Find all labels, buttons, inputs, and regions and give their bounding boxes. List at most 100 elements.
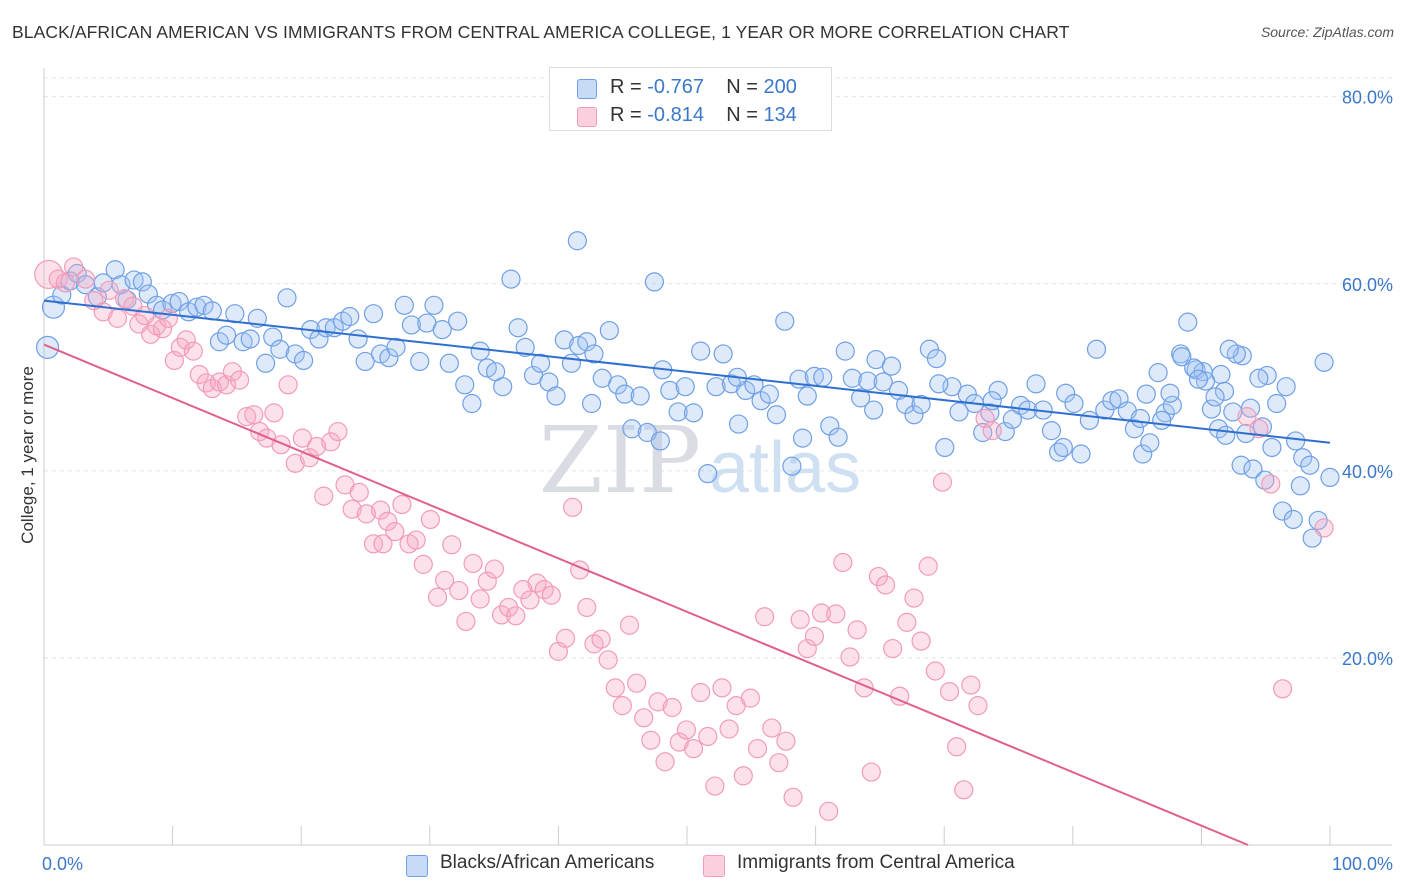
data-point (520, 590, 540, 610)
bottom-legend-blacks: Blacks/African Americans (406, 852, 654, 877)
data-point (833, 552, 853, 573)
data-point (1286, 431, 1306, 451)
data-point (515, 337, 535, 357)
data-point (342, 499, 362, 519)
data-point (439, 353, 459, 373)
data-point (676, 720, 697, 740)
data-point (904, 588, 924, 608)
data-point (493, 377, 513, 397)
legend-row-blacks: R = -0.767 N = 200 (550, 74, 831, 102)
data-point (929, 374, 949, 394)
data-point (1219, 339, 1239, 359)
data-point (1300, 455, 1320, 475)
data-point (1188, 369, 1209, 389)
data-point (392, 494, 412, 515)
x-tick-labels: 0.0% 100.0% (42, 854, 1393, 874)
data-point (759, 384, 779, 404)
data-point (782, 456, 802, 476)
data-point (918, 556, 938, 576)
data-point (561, 353, 582, 373)
data-point (1293, 448, 1313, 468)
axes (43, 68, 1392, 846)
source-credit: Source: ZipAtlas.com (1260, 24, 1394, 40)
data-point (1148, 363, 1168, 383)
data-point (1272, 679, 1293, 699)
data-point (847, 620, 867, 640)
data-point (107, 308, 128, 328)
data-point (975, 408, 995, 429)
data-point (401, 315, 422, 335)
data-point (321, 432, 341, 452)
data-point (968, 696, 988, 716)
legend-swatch-blacks (577, 79, 597, 99)
y-tick-labels: 20.0% 40.0% 60.0% 80.0% (1342, 88, 1393, 669)
data-point (563, 497, 583, 517)
data-point (546, 386, 566, 406)
watermark: ZIP atlas (539, 407, 861, 514)
data-point (598, 650, 618, 670)
data-point (348, 329, 368, 349)
data-point (264, 403, 284, 423)
data-point (449, 580, 469, 601)
data-point (373, 534, 393, 554)
data-point (1162, 395, 1182, 415)
data-point (508, 318, 528, 338)
data-point (605, 678, 625, 698)
trend-line (43, 343, 1249, 846)
data-point (797, 386, 817, 406)
data-point (455, 375, 475, 395)
data-point (705, 776, 725, 796)
data-point (698, 726, 718, 747)
data-point (1172, 347, 1192, 367)
data-point (506, 606, 526, 626)
data-point (634, 708, 654, 728)
data-point (293, 350, 314, 371)
data-point (263, 327, 283, 347)
watermark-zip: ZIP (539, 407, 701, 514)
data-point (926, 349, 947, 369)
data-point (683, 739, 704, 759)
data-point (435, 570, 455, 590)
data-point (1276, 377, 1296, 397)
data-point (655, 752, 675, 772)
y-axis-label: College, 1 year or more (18, 366, 37, 544)
data-point (622, 419, 642, 439)
data-point (619, 615, 640, 635)
data-point (775, 311, 795, 331)
data-point (819, 801, 839, 821)
data-point (1053, 437, 1073, 458)
data-point (698, 464, 718, 484)
data-point (1079, 410, 1099, 430)
data-point (792, 428, 813, 448)
data-point (797, 638, 817, 659)
data-point (783, 787, 803, 807)
data-point (648, 692, 668, 712)
data-point (187, 297, 207, 317)
data-point (64, 257, 84, 277)
data-point (627, 673, 647, 693)
y-tick-label: 20.0% (1342, 649, 1393, 669)
bottom-legend-swatch-blacks (406, 855, 428, 877)
data-point (1283, 509, 1303, 530)
data-point (162, 293, 182, 314)
data-point (883, 638, 903, 659)
data-point (1201, 399, 1222, 419)
data-point (1214, 381, 1235, 401)
data-point (229, 370, 250, 390)
data-point (394, 295, 414, 315)
data-point (911, 394, 931, 415)
data-point (577, 597, 597, 618)
data-point (897, 612, 917, 632)
data-point (881, 356, 902, 376)
data-point (356, 504, 376, 524)
series-immigrants-points (34, 257, 1334, 821)
data-point (1223, 402, 1243, 422)
data-point (1130, 408, 1150, 429)
data-point (1216, 425, 1236, 445)
data-point (790, 609, 810, 630)
data-point (947, 737, 967, 757)
data-point (935, 437, 955, 458)
data-point (1267, 393, 1287, 414)
data-point (1231, 455, 1251, 475)
